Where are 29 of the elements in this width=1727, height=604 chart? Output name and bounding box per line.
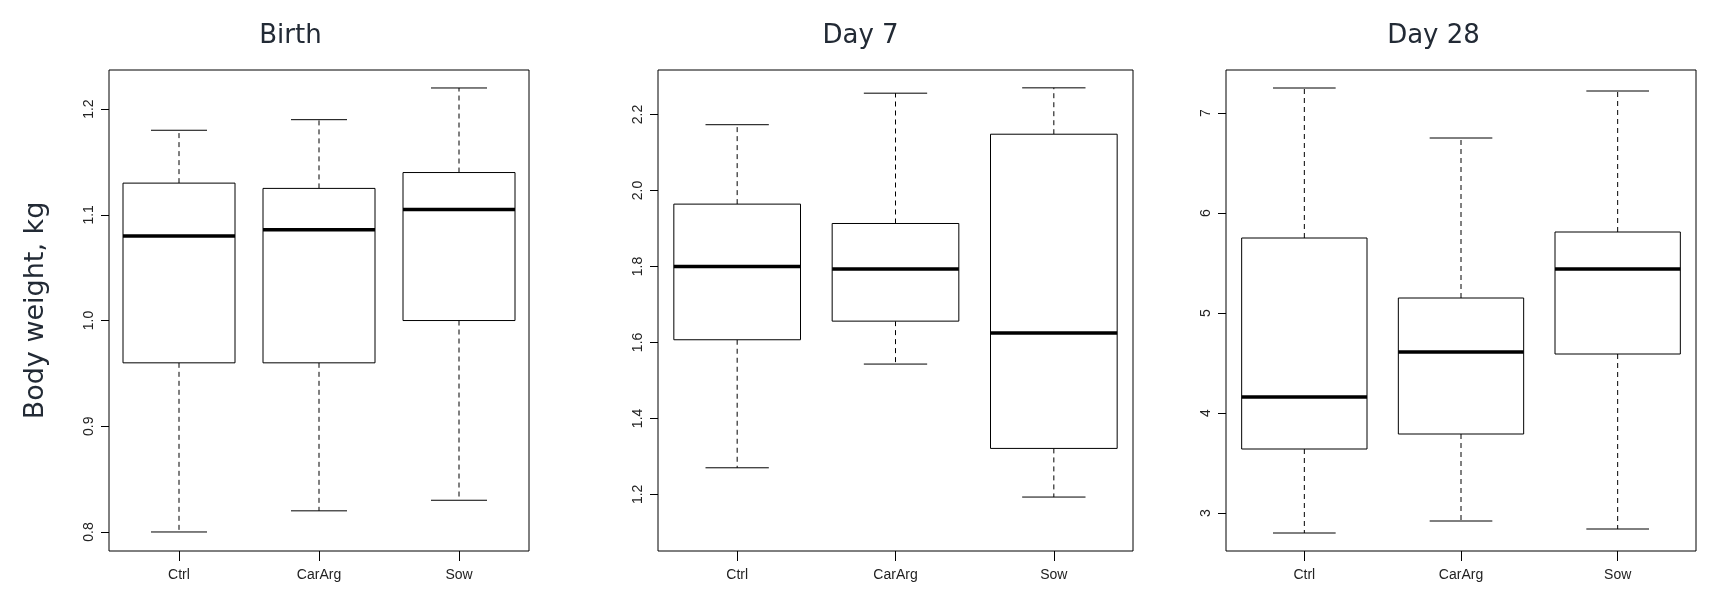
x-tick-label: CarArg bbox=[1438, 566, 1484, 582]
y-tick-label: 7 bbox=[1197, 108, 1213, 117]
y-tick-label: 1.2 bbox=[629, 484, 645, 505]
x-tick-label: Ctrl bbox=[168, 566, 190, 582]
y-tick-label: 1.1 bbox=[80, 204, 96, 225]
y-tick-label: 1.8 bbox=[629, 256, 645, 277]
x-tick-label: Sow bbox=[1604, 566, 1633, 582]
x-tick-label: CarArg bbox=[296, 566, 342, 582]
x-tick-label: Ctrl bbox=[726, 566, 749, 582]
y-tick-label: 1.2 bbox=[80, 99, 96, 119]
y-tick-label: 4 bbox=[1197, 408, 1213, 417]
y-tick-label: 1.4 bbox=[629, 408, 645, 429]
y-tick-label: 3 bbox=[1197, 508, 1213, 517]
x-tick-label: Ctrl bbox=[1293, 566, 1316, 582]
y-tick-label: 2.2 bbox=[629, 104, 645, 125]
y-tick-label: 0.8 bbox=[80, 522, 96, 542]
y-tick-label: 6 bbox=[1197, 208, 1213, 217]
y-tick-label: 1.0 bbox=[80, 310, 96, 331]
y-axis-title: Body weight, kg bbox=[18, 201, 49, 420]
x-tick-label: Sow bbox=[445, 566, 474, 582]
y-tick-label: 5 bbox=[1197, 308, 1213, 317]
chart-title: Day 7 bbox=[822, 19, 899, 49]
y-tick-label: 0.9 bbox=[80, 416, 96, 436]
x-tick-label: Sow bbox=[1040, 566, 1069, 582]
y-tick-label: 2.0 bbox=[629, 180, 645, 201]
y-tick-label: 1.6 bbox=[629, 332, 645, 353]
chart-title: Birth bbox=[259, 19, 322, 49]
x-tick-label: CarArg bbox=[873, 566, 918, 582]
chart-title: Day 28 bbox=[1387, 19, 1480, 49]
